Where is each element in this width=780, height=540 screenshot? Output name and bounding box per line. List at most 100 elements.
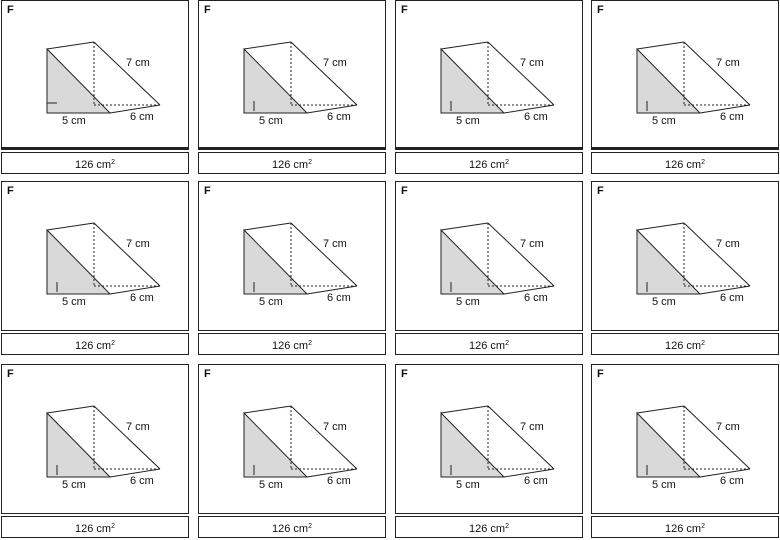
answer-exponent: 2 — [111, 159, 115, 166]
prism-panel: F 7 cm 5 cm 6 cm — [395, 181, 583, 331]
triangular-prism-diagram — [636, 41, 751, 114]
triangular-prism-diagram — [46, 41, 161, 114]
card-letter: F — [7, 185, 14, 197]
answer-box: 126 cm2 — [591, 152, 779, 174]
depth-length-label: 6 cm — [720, 111, 744, 123]
card-letter: F — [7, 368, 14, 380]
answer-value: 126 cm — [469, 340, 506, 352]
answer-value: 126 cm — [469, 523, 506, 535]
base-length-label: 5 cm — [259, 115, 283, 127]
slant-edge — [487, 405, 555, 470]
depth-length-label: 6 cm — [327, 475, 351, 487]
prism-panel: F 7 cm 5 cm 6 cm — [1, 181, 189, 331]
slant-edge — [683, 41, 751, 106]
depth-length-label: 6 cm — [524, 292, 548, 304]
top-front-edge — [636, 405, 685, 414]
depth-length-label: 6 cm — [524, 111, 548, 123]
prism-panel: F 7 cm 5 cm 6 cm — [198, 0, 386, 150]
answer-value: 126 cm — [75, 340, 112, 352]
shaded-triangle-face — [636, 228, 702, 295]
bottom-edge — [306, 104, 358, 114]
bottom-edge — [503, 285, 555, 295]
top-front-edge — [636, 41, 685, 50]
slant-length-label: 7 cm — [520, 57, 544, 69]
bottom-edge — [699, 104, 751, 114]
bottom-edge — [503, 104, 555, 114]
card-letter: F — [597, 4, 604, 16]
triangular-prism-diagram — [440, 41, 555, 114]
slant-length-label: 7 cm — [126, 421, 150, 433]
base-length-label: 5 cm — [259, 479, 283, 491]
slant-length-label: 7 cm — [716, 238, 740, 250]
card-letter: F — [7, 4, 14, 16]
shaded-triangle-face — [46, 411, 112, 478]
shaded-triangle-face — [440, 411, 506, 478]
bottom-edge — [699, 285, 751, 295]
slant-edge — [683, 405, 751, 470]
base-length-label: 5 cm — [259, 296, 283, 308]
bottom-edge — [699, 468, 751, 478]
depth-length-label: 6 cm — [720, 292, 744, 304]
card-letter: F — [204, 368, 211, 380]
slant-edge — [487, 41, 555, 106]
base-length-label: 5 cm — [456, 296, 480, 308]
prism-panel: F 7 cm 5 cm 6 cm — [395, 364, 583, 514]
prism-panel: F 7 cm 5 cm 6 cm — [1, 0, 189, 150]
slant-length-label: 7 cm — [323, 421, 347, 433]
answer-exponent: 2 — [701, 159, 705, 166]
slant-length-label: 7 cm — [716, 421, 740, 433]
card-letter: F — [401, 4, 408, 16]
answer-exponent: 2 — [111, 340, 115, 347]
card-letter: F — [597, 185, 604, 197]
answer-box: 126 cm2 — [198, 333, 386, 355]
answer-box: 126 cm2 — [1, 333, 189, 355]
shaded-triangle-face — [46, 228, 112, 295]
bottom-edge — [503, 468, 555, 478]
answer-exponent: 2 — [505, 340, 509, 347]
base-length-label: 5 cm — [652, 296, 676, 308]
answer-box: 126 cm2 — [198, 152, 386, 174]
base-length-label: 5 cm — [62, 479, 86, 491]
bottom-edge — [109, 468, 161, 478]
answer-value: 126 cm — [469, 159, 506, 171]
answer-value: 126 cm — [272, 340, 309, 352]
base-length-label: 5 cm — [62, 115, 86, 127]
answer-exponent: 2 — [701, 340, 705, 347]
shaded-triangle-face — [440, 47, 506, 114]
answer-exponent: 2 — [308, 159, 312, 166]
slant-length-label: 7 cm — [520, 421, 544, 433]
prism-panel: F 7 cm 5 cm 6 cm — [198, 181, 386, 331]
base-length-label: 5 cm — [652, 479, 676, 491]
prism-panel: F 7 cm 5 cm 6 cm — [198, 364, 386, 514]
answer-box: 126 cm2 — [395, 152, 583, 174]
card-letter: F — [597, 368, 604, 380]
answer-box: 126 cm2 — [198, 516, 386, 538]
shaded-triangle-face — [636, 47, 702, 114]
top-front-edge — [243, 41, 292, 50]
answer-exponent: 2 — [701, 523, 705, 530]
shaded-triangle-face — [636, 411, 702, 478]
answer-value: 126 cm — [665, 159, 702, 171]
card-letter: F — [204, 185, 211, 197]
shaded-triangle-face — [243, 411, 309, 478]
shaded-triangle-face — [243, 47, 309, 114]
prism-panel: F 7 cm 5 cm 6 cm — [395, 0, 583, 150]
depth-length-label: 6 cm — [130, 292, 154, 304]
answer-value: 126 cm — [665, 523, 702, 535]
triangular-prism-diagram — [636, 222, 751, 295]
answer-value: 126 cm — [665, 340, 702, 352]
answer-value: 126 cm — [75, 523, 112, 535]
slant-length-label: 7 cm — [323, 238, 347, 250]
triangular-prism-diagram — [243, 405, 358, 478]
answer-box: 126 cm2 — [1, 152, 189, 174]
shaded-triangle-face — [243, 228, 309, 295]
slant-edge — [93, 222, 161, 287]
bottom-edge — [109, 104, 161, 114]
prism-panel: F 7 cm 5 cm 6 cm — [591, 181, 779, 331]
prism-panel: F 7 cm 5 cm 6 cm — [591, 364, 779, 514]
answer-box: 126 cm2 — [395, 333, 583, 355]
depth-length-label: 6 cm — [720, 475, 744, 487]
triangular-prism-diagram — [46, 405, 161, 478]
top-front-edge — [243, 405, 292, 414]
slant-length-label: 7 cm — [323, 57, 347, 69]
